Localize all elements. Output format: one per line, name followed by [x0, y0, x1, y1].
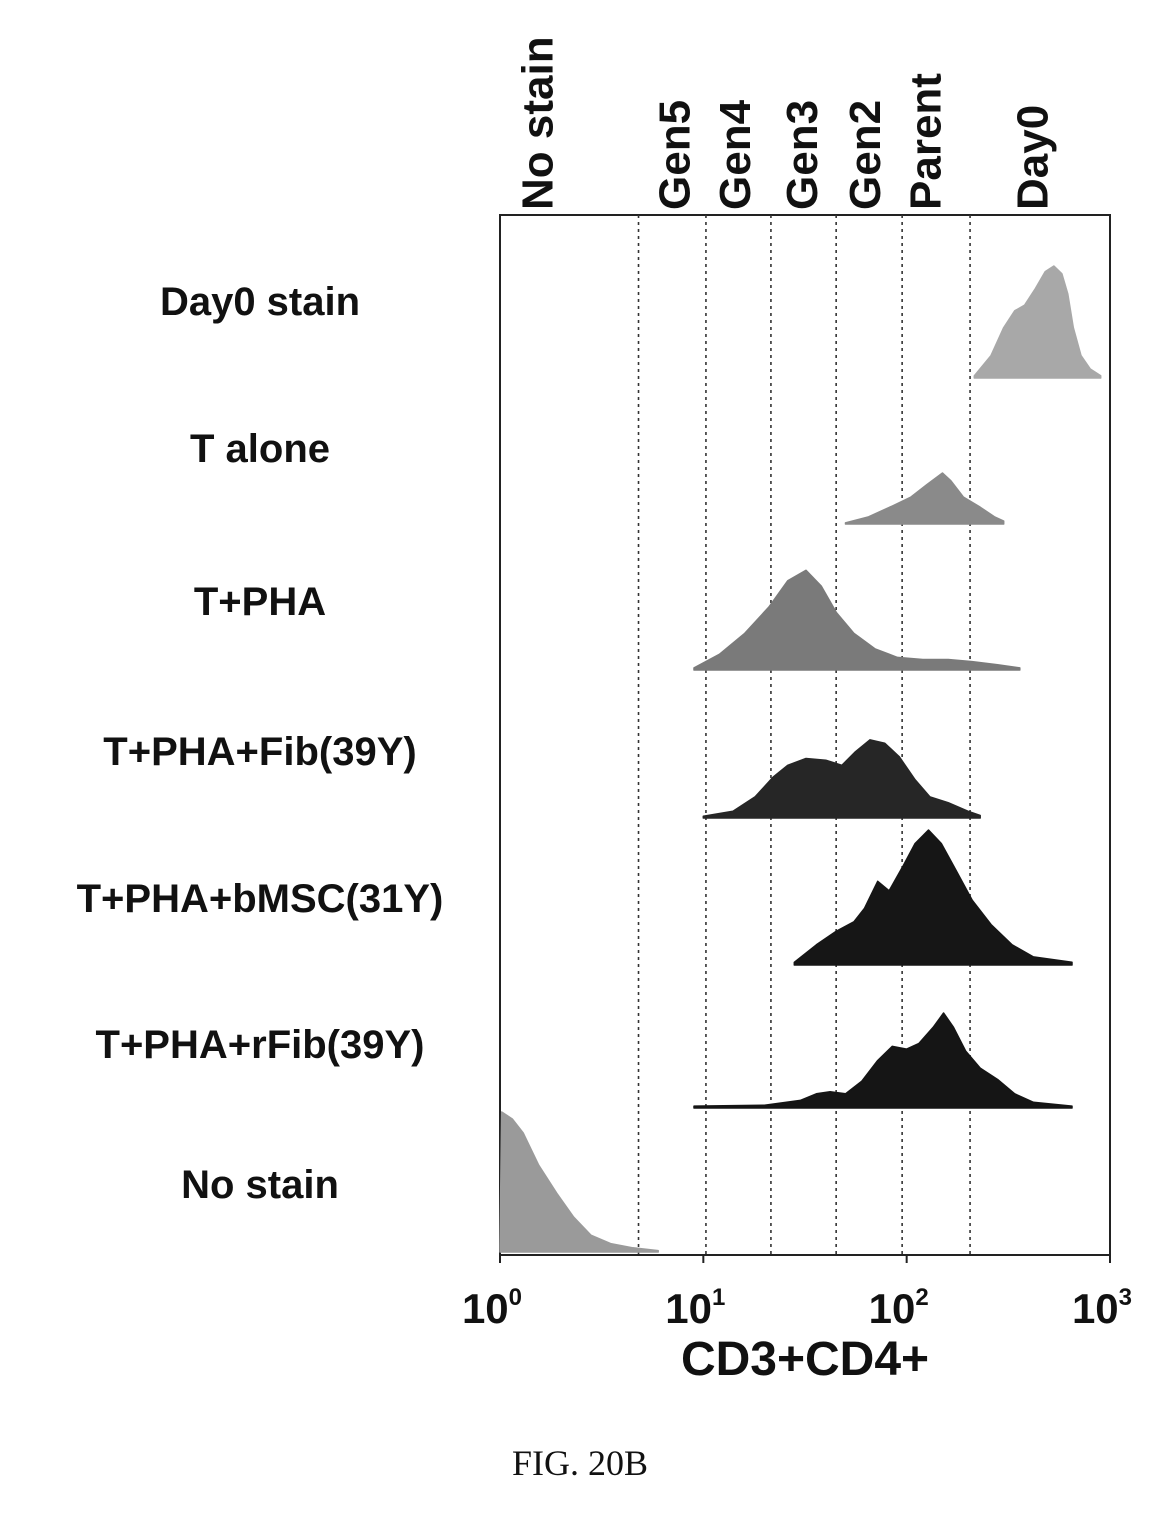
gate-label-no-stain: No stain — [514, 36, 563, 210]
histogram-no-stain — [499, 1111, 659, 1253]
x-tick-label-3: 103 — [1072, 1284, 1132, 1332]
x-tick-label-1: 101 — [665, 1284, 725, 1332]
row-label-t-pha-fib-39y: T+PHA+Fib(39Y) — [103, 730, 416, 774]
row-label-t-pha: T+PHA — [194, 580, 326, 624]
histograms — [499, 265, 1102, 1253]
row-labels: Day0 stain T alone T+PHA T+PHA+Fib(39Y) T+PH… — [77, 280, 444, 1207]
row-label-no-stain: No stain — [181, 1163, 339, 1207]
row-label-t-pha-rfib-39y: T+PHA+rFib(39Y) — [96, 1023, 425, 1067]
histogram-t-pha-bmsc-31y — [793, 829, 1073, 966]
plot-frame — [499, 214, 1111, 1256]
gate-labels: No stain Gen5 Gen4 Gen3 Gen2 Parent Day0 — [514, 36, 1058, 210]
gate-label-gen3: Gen3 — [778, 100, 827, 210]
histogram-day0-stain — [973, 265, 1102, 379]
histogram-t-alone — [844, 472, 1005, 525]
row-label-t-alone: T alone — [190, 427, 330, 471]
x-axis-ticks: 100 101 102 103 — [462, 1255, 1132, 1332]
figure-caption: FIG. 20B — [512, 1443, 648, 1483]
gate-label-parent: Parent — [901, 73, 950, 210]
x-tick-label-2: 102 — [869, 1284, 929, 1332]
x-tick-label-0: 100 — [462, 1284, 522, 1332]
gate-label-gen4: Gen4 — [711, 99, 760, 210]
gate-label-gen5: Gen5 — [651, 100, 700, 210]
gate-label-day0: Day0 — [1008, 105, 1057, 210]
histogram-t-pha — [693, 569, 1021, 671]
gate-label-gen2: Gen2 — [841, 100, 890, 210]
gate-lines — [637, 215, 971, 1255]
row-label-day0-stain: Day0 stain — [160, 280, 360, 324]
histogram-t-pha-rfib-39y — [693, 1012, 1073, 1109]
x-axis-label: CD3+CD4+ — [681, 1333, 929, 1386]
row-label-t-pha-bmsc-31y: T+PHA+bMSC(31Y) — [77, 877, 444, 921]
histogram-t-pha-fib-39y — [702, 739, 981, 819]
